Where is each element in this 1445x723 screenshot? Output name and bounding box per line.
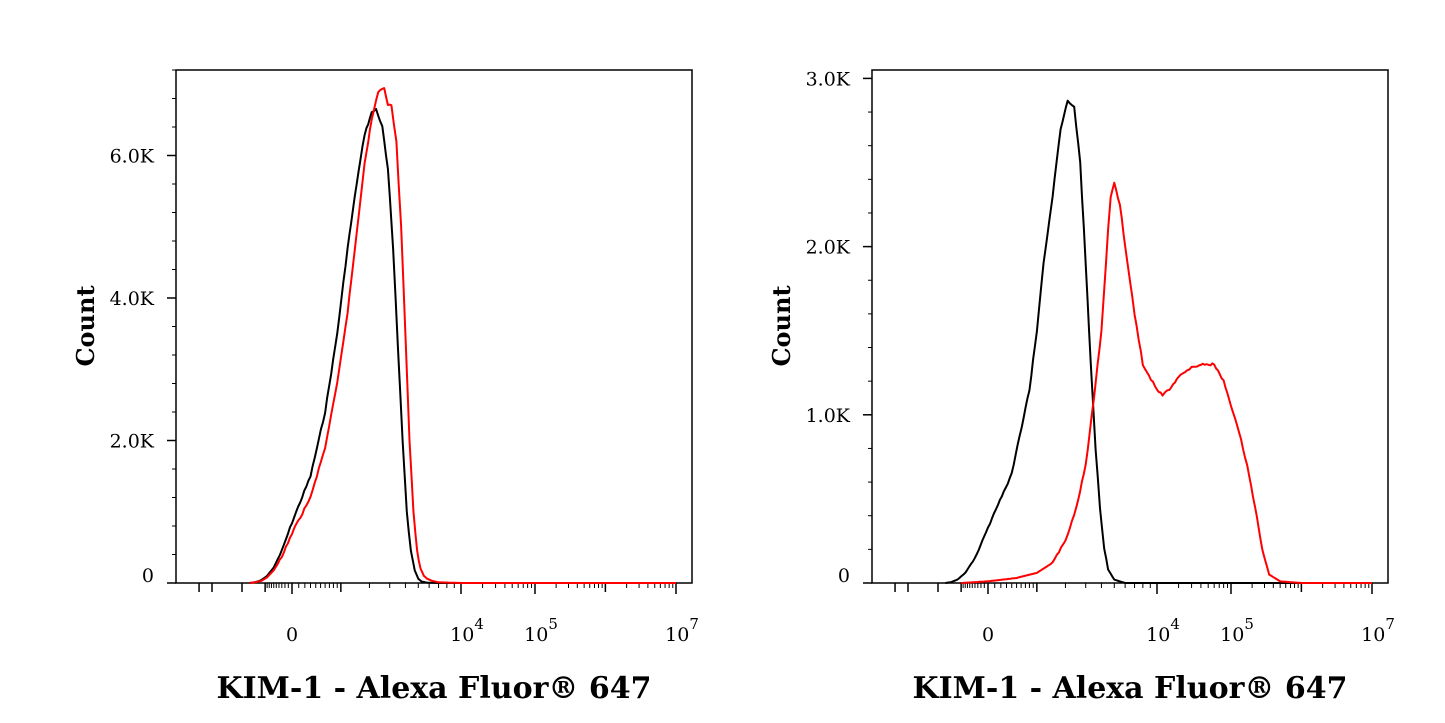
x-tick-base: 10: [1146, 624, 1170, 646]
x-tick-base: 10: [450, 624, 474, 646]
x-tick-exponent: 4: [1170, 615, 1180, 633]
x-tick-label: 107: [1361, 615, 1395, 646]
x-tick-base: 0: [982, 624, 994, 646]
plot-frame: [175, 69, 693, 584]
y-tick-label: 0: [142, 565, 154, 587]
x-axis-label: KIM-1 - Alexa Fluor® 647: [217, 671, 652, 706]
series-group: [945, 99, 1372, 584]
x-tick-exponent: 5: [1244, 615, 1254, 633]
y-tick-label: 2.0K: [806, 237, 851, 259]
x-tick-label: 0: [286, 624, 298, 646]
x-tick-label: 104: [1146, 615, 1180, 646]
y-tick-label: 6.0K: [110, 146, 155, 168]
x-tick-base: 0: [286, 624, 298, 646]
y-tick-label: 0: [838, 565, 850, 587]
histogram-panel-right: 01.0K2.0K3.0K 0 104 105 107 Count KIM-1 - A…: [767, 68, 1395, 706]
series-line-sample: [961, 181, 1372, 584]
x-tick-exponent: 5: [548, 615, 558, 633]
x-tick-label: 105: [1220, 615, 1254, 646]
series-group: [249, 87, 676, 584]
y-tick-label: 4.0K: [110, 288, 155, 310]
x-tick-label: 107: [665, 615, 699, 646]
series-line-control: [249, 108, 676, 584]
x-tick-base: 10: [1220, 624, 1244, 646]
x-axis: 0 104 105 107: [894, 583, 1395, 646]
x-tick-label: 0: [982, 624, 994, 646]
x-tick-exponent: 7: [689, 615, 699, 633]
x-tick-base: 10: [524, 624, 548, 646]
series-line-control: [945, 99, 1372, 584]
y-axis-label: Count: [767, 285, 796, 366]
y-axis-label: Count: [71, 285, 100, 366]
y-tick-label: 2.0K: [110, 431, 155, 453]
histogram-panel-left: 02.0K4.0K6.0K 0 104 105 107 Count KIM-1 - A…: [71, 69, 699, 706]
y-tick-label: 3.0K: [806, 68, 851, 90]
x-tick-exponent: 4: [474, 615, 484, 633]
x-tick-base: 10: [1361, 624, 1385, 646]
x-axis-label: KIM-1 - Alexa Fluor® 647: [913, 671, 1348, 706]
x-tick-exponent: 7: [1385, 615, 1395, 633]
y-axis: 0 1.0K 2.0K 3.0K: [806, 68, 872, 587]
x-tick-label: 104: [450, 615, 484, 646]
series-line-sample: [249, 87, 676, 584]
x-tick-base: 10: [665, 624, 689, 646]
x-axis: 0 104 105 107: [198, 583, 699, 646]
x-tick-label: 105: [524, 615, 558, 646]
y-axis: 0 2.0K 4.0K 6.0K: [110, 69, 176, 587]
plot-frame: [871, 69, 1389, 584]
y-tick-label: 1.0K: [806, 405, 851, 427]
